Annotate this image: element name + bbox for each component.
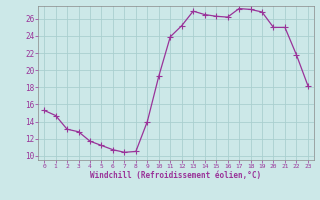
X-axis label: Windchill (Refroidissement éolien,°C): Windchill (Refroidissement éolien,°C): [91, 171, 261, 180]
